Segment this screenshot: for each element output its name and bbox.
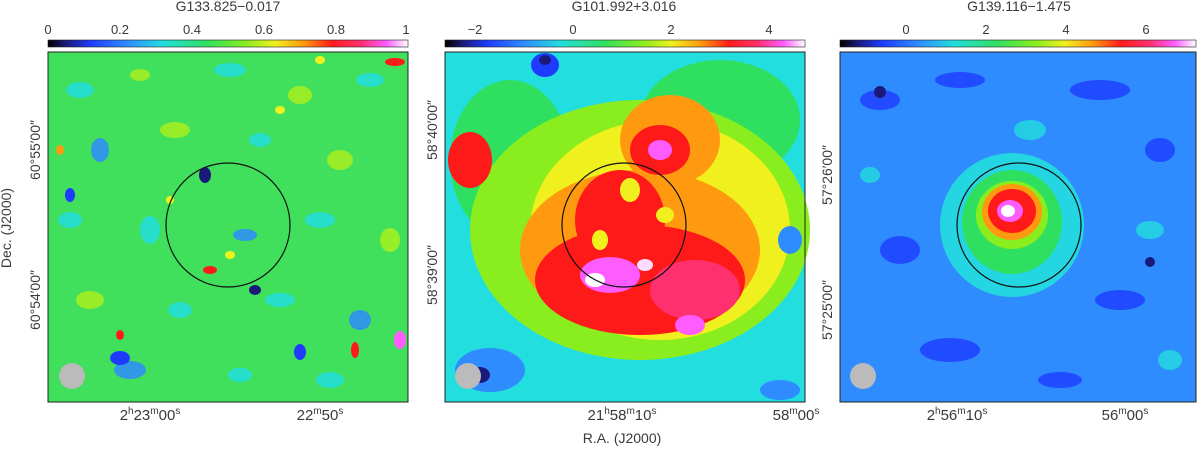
colorbar-tick: 0.8 — [327, 22, 345, 37]
beam-marker — [455, 363, 481, 389]
colorbar-tick: 0 — [569, 22, 576, 37]
panel-title: G133.825−0.017 — [176, 0, 281, 14]
colorbar-tick: 2 — [982, 22, 989, 37]
dec-tick: 57°25′00″ — [819, 280, 835, 340]
aperture-circle — [561, 162, 687, 288]
panel-title: G139.116−1.475 — [967, 0, 1071, 14]
ra-tick: 58m00s — [773, 406, 820, 424]
ra-tick: 21h58m10s — [588, 406, 657, 424]
colorbar — [839, 39, 1197, 48]
intensity-map — [839, 51, 1197, 403]
aperture-circle — [956, 162, 1082, 288]
colorbar-tick: 4 — [1062, 22, 1069, 37]
dec-tick: 57°26′00″ — [819, 145, 835, 205]
intensity-map — [444, 51, 810, 403]
ra-tick: 22m50s — [297, 406, 344, 424]
colorbar — [444, 39, 806, 48]
panel-2: G101.992+3.016 −2 0 2 4 — [424, 0, 819, 424]
dec-tick: 60°55′00″ — [27, 120, 43, 180]
panel-1: G133.825−0.017 0 0.2 0.4 0.6 0.8 1 — [27, 0, 410, 424]
colorbar-tick: 1 — [402, 22, 409, 37]
colorbar-tick: −2 — [468, 22, 483, 37]
ra-tick: 2h56m10s — [927, 406, 988, 424]
colorbar-tick: 0 — [44, 22, 51, 37]
colorbar-tick: 0.6 — [255, 22, 273, 37]
x-axis-label: R.A. (J2000) — [583, 430, 662, 446]
ra-tick-labels: 2h56m10s 56m00s — [927, 406, 1149, 424]
dec-tick: 60°54′00″ — [27, 270, 43, 330]
aperture-circle — [165, 162, 291, 288]
y-axis-label: Dec. (J2000) — [0, 188, 14, 268]
ra-tick-labels: 2h23m00s 22m50s — [120, 406, 344, 424]
ra-tick: 56m00s — [1102, 406, 1149, 424]
colorbar — [47, 39, 409, 48]
ra-tick: 2h23m00s — [120, 406, 181, 424]
colorbar-tick: 0.2 — [111, 22, 129, 37]
dec-tick-labels: 58°40′00″ 58°39′00″ — [424, 100, 440, 305]
dec-tick-labels: 57°26′00″ 57°25′00″ — [819, 145, 835, 340]
beam-marker — [59, 363, 85, 389]
colorbar-tick: 0.4 — [183, 22, 201, 37]
colorbar-tick: 0 — [902, 22, 909, 37]
colorbar-tick-labels: 0 2 4 6 — [902, 22, 1149, 37]
colorbar-tick: 4 — [765, 22, 772, 37]
ra-tick-labels: 21h58m10s 58m00s — [588, 406, 820, 424]
dec-tick: 58°40′00″ — [424, 100, 440, 160]
colorbar-tick-labels: −2 0 2 4 — [468, 22, 773, 37]
colorbar-tick-labels: 0 0.2 0.4 0.6 0.8 1 — [44, 22, 409, 37]
panel-3: G139.116−1.475 0 2 4 6 — [819, 0, 1197, 424]
colorbar-tick: 6 — [1142, 22, 1149, 37]
dec-tick-labels: 60°55′00″ 60°54′00″ — [27, 120, 43, 330]
beam-marker — [850, 363, 876, 389]
panel-title: G101.992+3.016 — [572, 0, 677, 14]
colorbar-tick: 2 — [667, 22, 674, 37]
dec-tick: 58°39′00″ — [424, 245, 440, 305]
intensity-map — [47, 51, 409, 403]
